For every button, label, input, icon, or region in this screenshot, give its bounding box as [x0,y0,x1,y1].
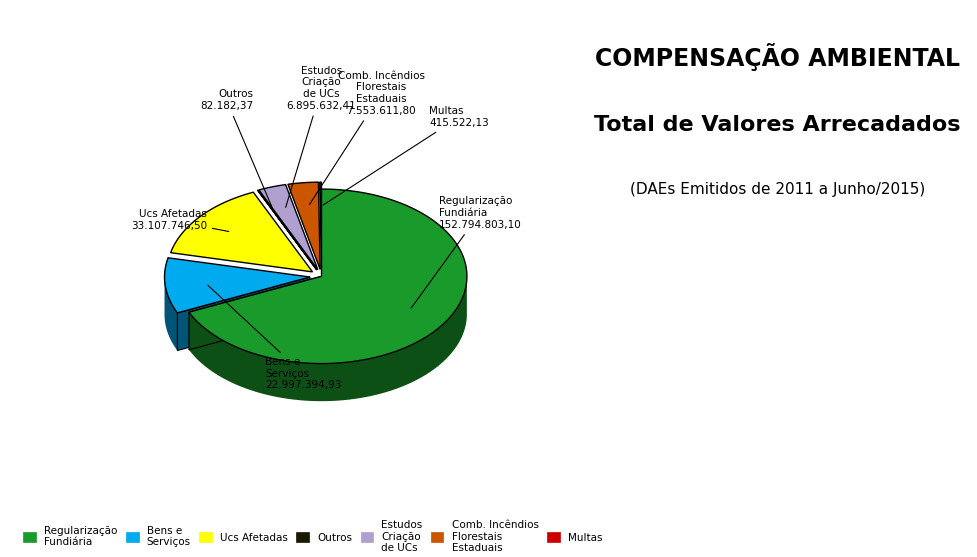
Polygon shape [171,192,313,272]
Polygon shape [259,184,318,270]
Text: Regularização
Fundiária
152.794.803,10: Regularização Fundiária 152.794.803,10 [410,197,521,308]
Polygon shape [164,258,310,313]
Polygon shape [257,190,317,270]
Text: Ucs Afetadas
33.107.746,50: Ucs Afetadas 33.107.746,50 [131,209,229,232]
Text: Estudos
Criação
de UCs
6.895.632,41: Estudos Criação de UCs 6.895.632,41 [285,66,356,207]
Polygon shape [287,182,319,270]
Polygon shape [319,182,321,270]
Text: Outros
82.182,37: Outros 82.182,37 [199,89,273,210]
Text: Multas
415.522,13: Multas 415.522,13 [322,106,488,205]
Polygon shape [189,189,466,364]
Text: Total de Valores Arrecadados: Total de Valores Arrecadados [594,115,959,135]
Polygon shape [189,276,321,350]
Text: COMPENSAÇÃO AMBIENTAL: COMPENSAÇÃO AMBIENTAL [594,42,959,71]
Legend: Regularização
Fundiária, Bens e
Serviços, Ucs Afetadas, Outros, Estudos
Criação
: Regularização Fundiária, Bens e Serviços… [20,516,606,557]
Polygon shape [177,277,310,350]
Text: Bens e
Serviços
22.997.394,93: Bens e Serviços 22.997.394,93 [207,285,341,390]
Text: Comb. Incêndios
Florestais
Estaduais
7.553.611,80: Comb. Incêndios Florestais Estaduais 7.5… [309,71,424,204]
Polygon shape [164,277,177,350]
Polygon shape [189,279,466,401]
Text: (DAEs Emitidos de 2011 a Junho/2015): (DAEs Emitidos de 2011 a Junho/2015) [629,182,924,197]
